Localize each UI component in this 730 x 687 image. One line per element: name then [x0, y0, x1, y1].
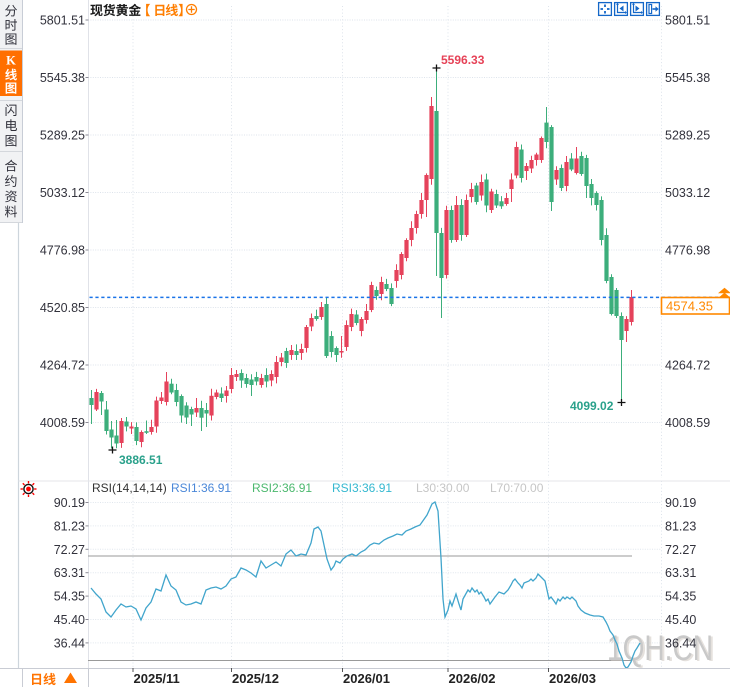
svg-text:4008.59: 4008.59: [40, 416, 85, 430]
svg-text:2026/01: 2026/01: [343, 671, 390, 686]
svg-text:K: K: [6, 54, 16, 68]
svg-text:1QH.CN: 1QH.CN: [607, 629, 713, 668]
svg-text:72.27: 72.27: [54, 543, 85, 557]
svg-text:5289.25: 5289.25: [665, 129, 710, 143]
svg-text:4264.72: 4264.72: [40, 359, 85, 373]
svg-text:L30:30.00: L30:30.00: [416, 481, 470, 495]
svg-text:2026/03: 2026/03: [549, 671, 596, 686]
svg-text:RSI1:36.91: RSI1:36.91: [171, 481, 231, 495]
svg-text:36.44: 36.44: [54, 636, 85, 650]
svg-text:RSI3:36.91: RSI3:36.91: [332, 481, 392, 495]
svg-text:3886.51: 3886.51: [119, 453, 163, 467]
svg-text:72.27: 72.27: [665, 543, 696, 557]
svg-text:5545.38: 5545.38: [665, 71, 710, 85]
svg-text:5801.51: 5801.51: [665, 14, 710, 28]
svg-text:2026/02: 2026/02: [449, 671, 496, 686]
svg-text:4574.35: 4574.35: [666, 299, 713, 314]
svg-text:5289.25: 5289.25: [40, 129, 85, 143]
svg-text:45.40: 45.40: [665, 613, 696, 627]
svg-text:1QH.CN: 1QH.CN: [609, 630, 715, 669]
svg-text:81.23: 81.23: [665, 519, 696, 533]
svg-text:5545.38: 5545.38: [40, 71, 85, 85]
svg-text:5801.51: 5801.51: [40, 14, 85, 28]
svg-text:RSI(14,14,14): RSI(14,14,14): [92, 481, 167, 495]
svg-text:4264.72: 4264.72: [665, 359, 710, 373]
svg-text:2025/11: 2025/11: [134, 671, 180, 686]
svg-text:90.19: 90.19: [54, 496, 85, 510]
svg-text:36.44: 36.44: [665, 636, 696, 650]
svg-text:5033.12: 5033.12: [665, 186, 710, 200]
svg-text:54.35: 54.35: [665, 590, 696, 604]
svg-text:45.40: 45.40: [54, 613, 85, 627]
svg-text:54.35: 54.35: [54, 590, 85, 604]
svg-text:5033.12: 5033.12: [40, 186, 85, 200]
svg-text:81.23: 81.23: [54, 519, 85, 533]
svg-text:2025/12: 2025/12: [232, 671, 279, 686]
svg-text:4776.98: 4776.98: [40, 244, 85, 258]
svg-text:63.31: 63.31: [54, 566, 85, 580]
svg-text:5596.33: 5596.33: [441, 53, 485, 67]
svg-text:4008.59: 4008.59: [665, 416, 710, 430]
svg-text:4520.85: 4520.85: [40, 301, 85, 315]
svg-text:RSI2:36.91: RSI2:36.91: [252, 481, 312, 495]
svg-text:90.19: 90.19: [665, 496, 696, 510]
svg-text:63.31: 63.31: [665, 566, 696, 580]
svg-text:4099.02: 4099.02: [570, 399, 614, 413]
svg-text:4776.98: 4776.98: [665, 244, 710, 258]
svg-text:L70:70.00: L70:70.00: [490, 481, 544, 495]
